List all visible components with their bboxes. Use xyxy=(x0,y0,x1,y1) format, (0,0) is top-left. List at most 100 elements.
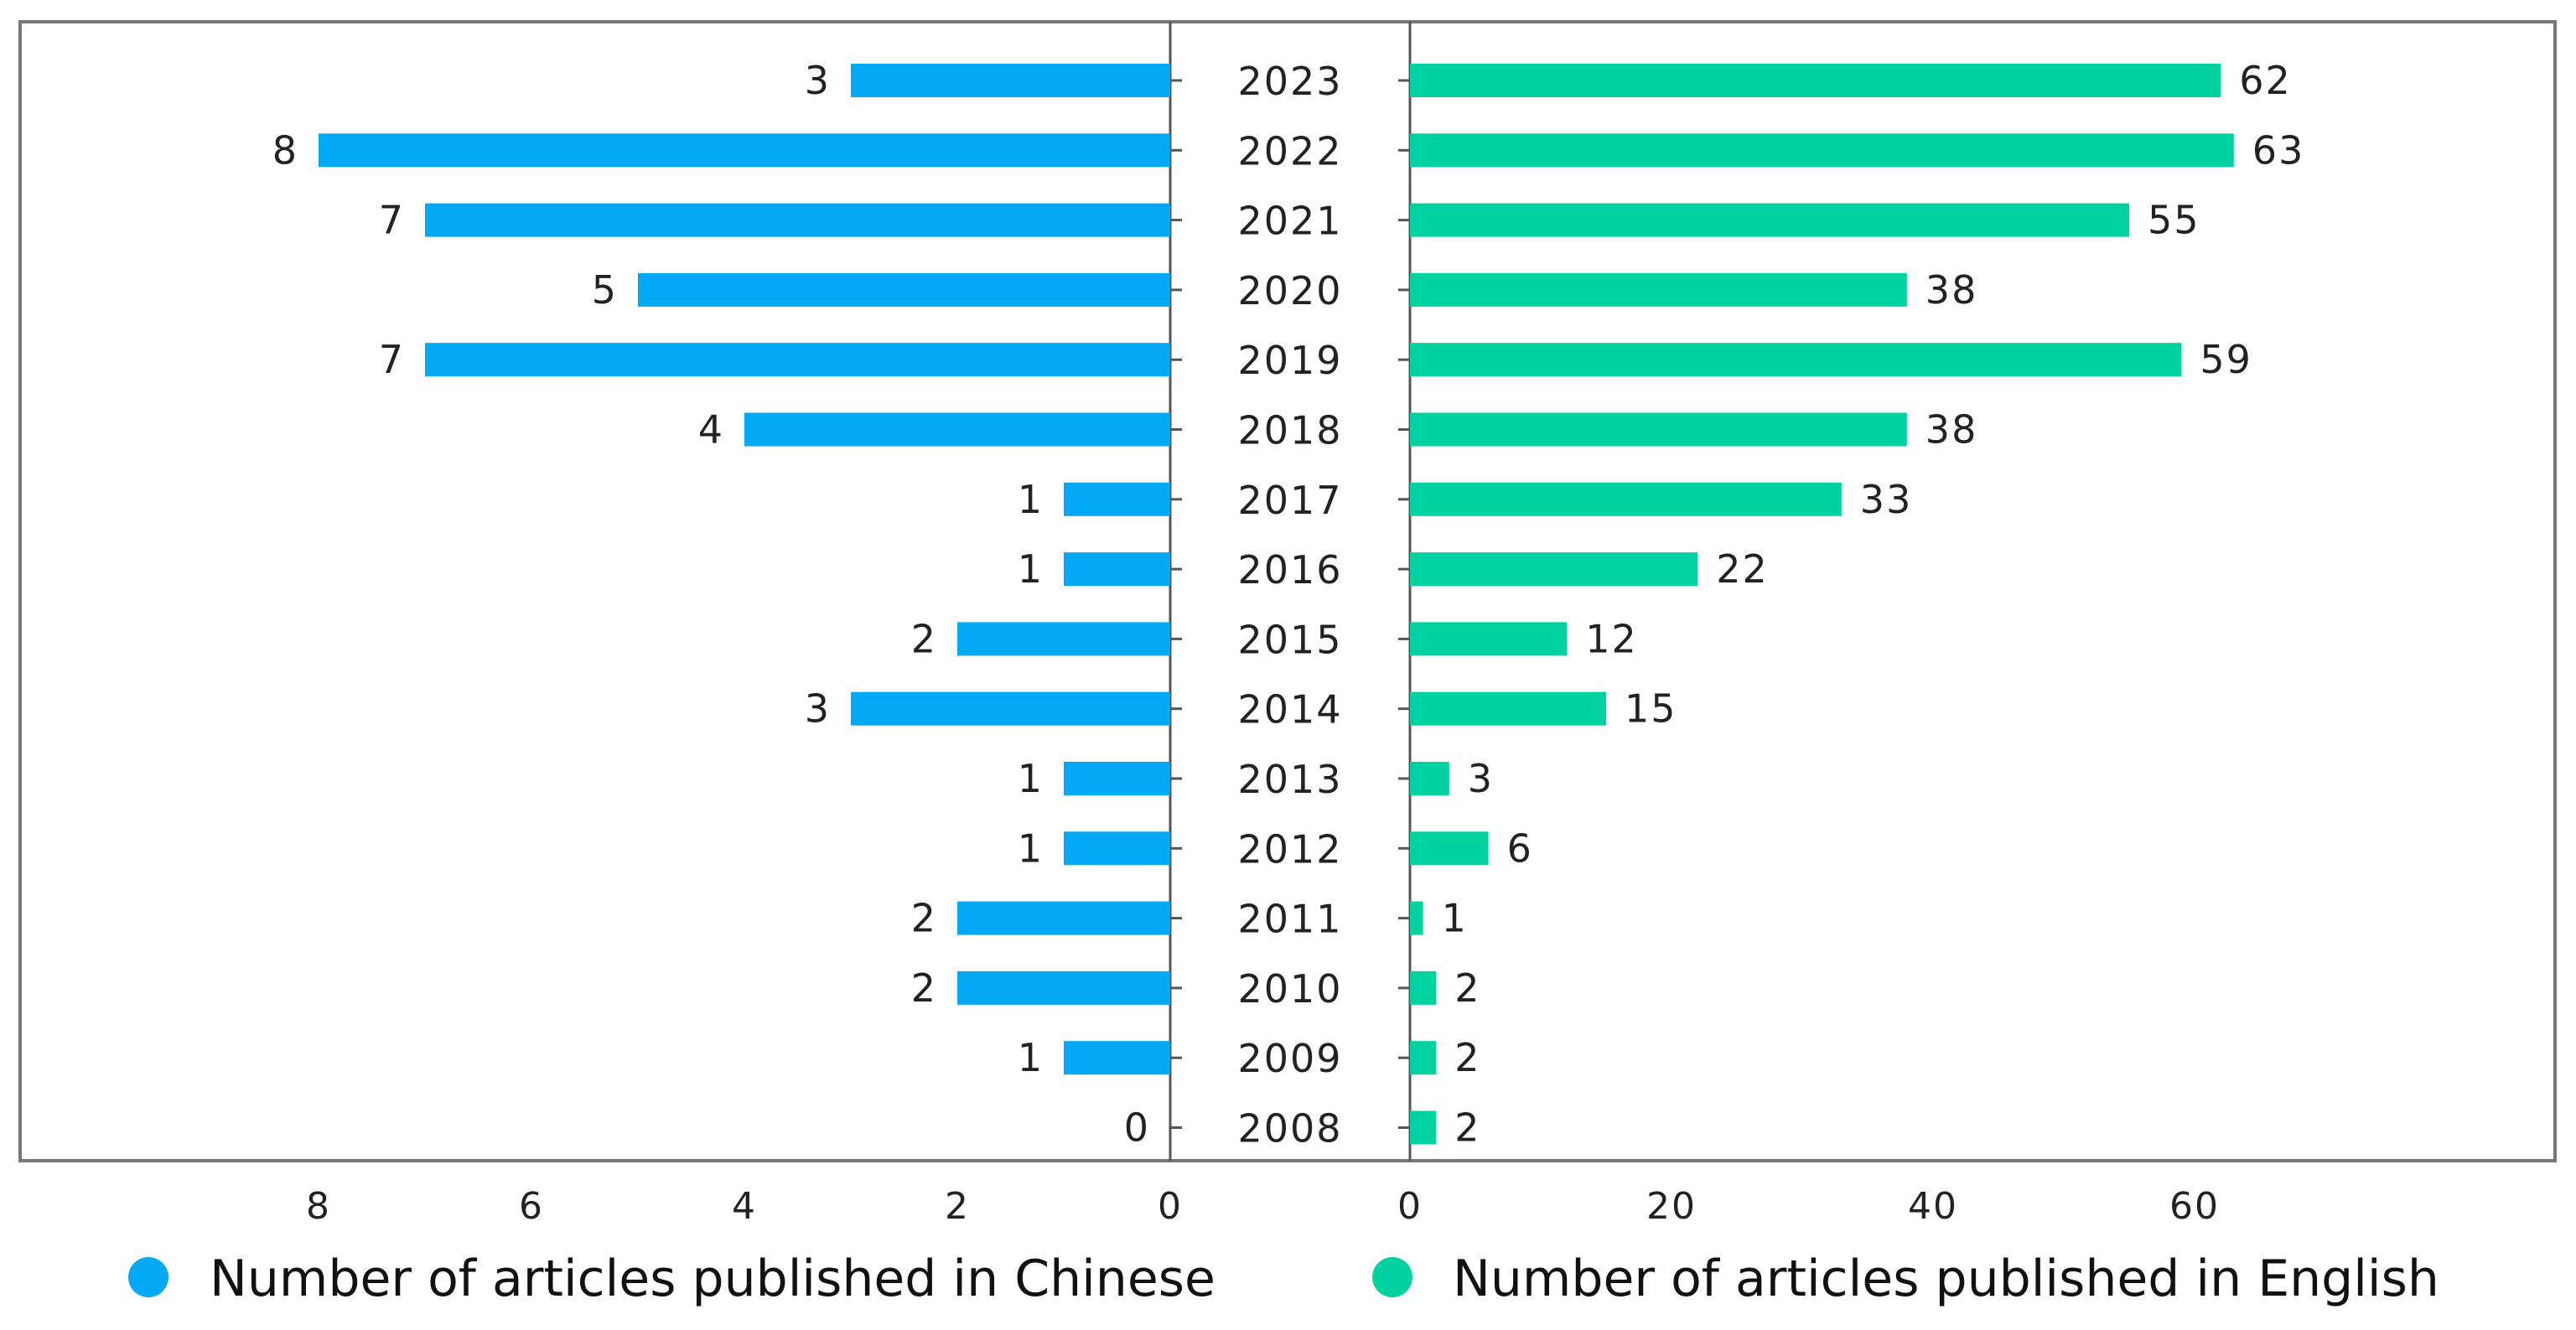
bar-english-2016 xyxy=(1410,552,1698,587)
year-label-2009: 2009 xyxy=(1237,1036,1342,1081)
bar-chinese-2020 xyxy=(638,272,1170,307)
label-english-2018: 38 xyxy=(1926,407,1978,453)
bar-chinese-2010 xyxy=(957,970,1170,1005)
year-label-2016: 2016 xyxy=(1237,547,1342,593)
year-labels: 2023 2022 2021 2020 2019 2018 2017 2016 2015 2014… xyxy=(1170,59,1410,1151)
bar-english-2015 xyxy=(1410,622,1568,656)
label-english-2011: 1 xyxy=(1442,896,1468,941)
label-english-2023: 62 xyxy=(2239,58,2292,103)
bar-english-2009 xyxy=(1410,1041,1437,1075)
bar-english-2008 xyxy=(1410,1110,1437,1145)
label-english-2010: 2 xyxy=(1454,965,1480,1011)
year-label-2018: 2018 xyxy=(1237,408,1342,453)
year-label-2013: 2013 xyxy=(1237,757,1342,802)
label-chinese-2020: 5 xyxy=(592,267,618,313)
x-tick-english-40: 40 xyxy=(1908,1185,1958,1228)
label-chinese-2019: 7 xyxy=(379,337,405,382)
label-chinese-2009: 1 xyxy=(1018,1035,1044,1080)
x-axis-ticks: 0 2 4 6 8 0 20 40 60 xyxy=(306,1185,2220,1228)
bar-english-2011 xyxy=(1410,901,1423,935)
year-label-2011: 2011 xyxy=(1237,897,1342,942)
label-chinese-2014: 3 xyxy=(805,686,831,732)
legend: Number of articles published in Chinese … xyxy=(128,1250,2439,1308)
x-tick-chinese-2: 2 xyxy=(945,1185,970,1228)
year-label-2021: 2021 xyxy=(1237,199,1342,244)
year-label-2022: 2022 xyxy=(1237,128,1342,173)
bar-english-2021 xyxy=(1410,203,2129,237)
label-english-2013: 3 xyxy=(1468,756,1494,801)
bar-english-2019 xyxy=(1410,343,2182,377)
label-chinese-2022: 8 xyxy=(272,127,298,173)
bar-chinese-2015 xyxy=(957,622,1170,656)
chinese-bars xyxy=(319,64,1170,1075)
label-chinese-2010: 2 xyxy=(911,965,937,1011)
label-english-2012: 6 xyxy=(1507,825,1533,871)
label-english-2020: 38 xyxy=(1926,267,1978,313)
bar-english-2017 xyxy=(1410,482,1842,516)
bar-english-2018 xyxy=(1410,412,1907,447)
label-english-2016: 22 xyxy=(1716,546,1769,592)
label-english-2009: 2 xyxy=(1454,1035,1480,1080)
bar-english-2012 xyxy=(1410,831,1489,866)
label-chinese-2012: 1 xyxy=(1018,825,1044,871)
bar-english-2014 xyxy=(1410,691,1606,726)
bar-english-2020 xyxy=(1410,272,1907,307)
year-label-2020: 2020 xyxy=(1237,268,1342,313)
label-chinese-2011: 2 xyxy=(911,896,937,941)
year-label-2010: 2010 xyxy=(1237,966,1342,1012)
legend-marker-english xyxy=(1372,1257,1412,1297)
label-chinese-2013: 1 xyxy=(1018,756,1044,801)
bar-chinese-2011 xyxy=(957,901,1170,935)
value-labels: 3 628 637 555 387 594 381 331 222 123 151 31 62 12 21 2… xyxy=(272,58,2305,1151)
label-english-2008: 2 xyxy=(1454,1105,1480,1151)
legend-label-chinese: Number of articles published in Chinese xyxy=(210,1250,1215,1308)
english-bars xyxy=(1410,64,2234,1145)
label-english-2021: 55 xyxy=(2148,198,2200,243)
year-label-2014: 2014 xyxy=(1237,687,1342,732)
label-english-2022: 63 xyxy=(2252,127,2305,173)
label-chinese-2018: 4 xyxy=(698,407,724,453)
year-label-2023: 2023 xyxy=(1237,59,1342,104)
year-label-2017: 2017 xyxy=(1237,478,1342,523)
label-english-2019: 59 xyxy=(2200,337,2252,382)
bar-chinese-2023 xyxy=(851,64,1170,97)
bar-chinese-2013 xyxy=(1064,762,1170,795)
legend-marker-chinese xyxy=(128,1257,168,1297)
label-english-2014: 15 xyxy=(1625,686,1677,732)
bar-chinese-2022 xyxy=(319,133,1170,168)
bar-chinese-2021 xyxy=(425,203,1170,237)
bar-english-2023 xyxy=(1410,64,2221,97)
plot-frame xyxy=(18,20,2557,1162)
year-label-2012: 2012 xyxy=(1237,826,1342,872)
bar-english-2013 xyxy=(1410,762,1449,795)
year-label-2015: 2015 xyxy=(1237,617,1342,662)
x-tick-chinese-8: 8 xyxy=(306,1185,331,1228)
label-chinese-2016: 1 xyxy=(1018,546,1044,592)
x-tick-english-0: 0 xyxy=(1397,1185,1423,1228)
bar-english-2022 xyxy=(1410,133,2234,168)
bar-chinese-2016 xyxy=(1064,552,1170,587)
x-tick-chinese-0: 0 xyxy=(1158,1185,1183,1228)
x-tick-chinese-4: 4 xyxy=(732,1185,757,1228)
label-chinese-2008: 0 xyxy=(1124,1105,1150,1151)
bar-chinese-2012 xyxy=(1064,831,1170,866)
bar-chinese-2019 xyxy=(425,343,1170,377)
label-english-2017: 33 xyxy=(1860,477,1913,522)
year-label-2019: 2019 xyxy=(1237,338,1342,383)
bar-english-2010 xyxy=(1410,970,1437,1005)
label-english-2015: 12 xyxy=(1585,616,1638,661)
label-chinese-2021: 7 xyxy=(379,198,405,243)
legend-label-english: Number of articles published in English xyxy=(1453,1250,2439,1308)
bar-chinese-2017 xyxy=(1064,482,1170,516)
x-tick-chinese-6: 6 xyxy=(519,1185,544,1228)
x-tick-english-20: 20 xyxy=(1646,1185,1697,1228)
bar-chinese-2009 xyxy=(1064,1041,1170,1075)
bar-chinese-2018 xyxy=(744,412,1170,447)
x-tick-english-60: 60 xyxy=(2169,1185,2220,1228)
label-chinese-2017: 1 xyxy=(1018,477,1044,522)
bar-chinese-2014 xyxy=(851,691,1170,726)
label-chinese-2015: 2 xyxy=(911,616,937,661)
label-chinese-2023: 3 xyxy=(805,58,831,103)
year-label-2008: 2008 xyxy=(1237,1106,1342,1151)
